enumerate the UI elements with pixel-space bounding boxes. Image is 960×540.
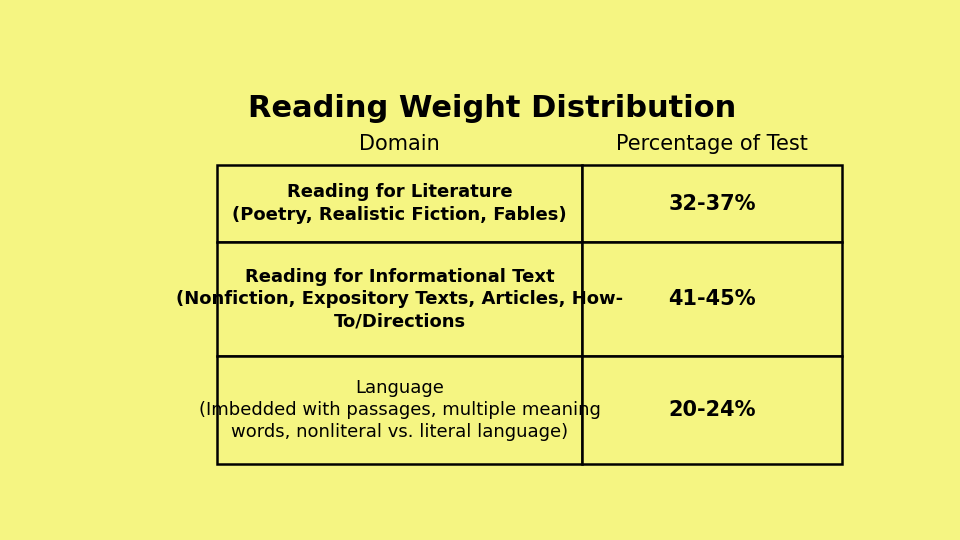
Bar: [217, 356, 583, 464]
Bar: [583, 242, 842, 356]
Text: Reading for Informational Text
(Nonfiction, Expository Texts, Articles, How-
To/: Reading for Informational Text (Nonficti…: [176, 268, 623, 330]
Bar: [583, 165, 842, 242]
Bar: [583, 356, 842, 464]
Text: Reading Weight Distribution: Reading Weight Distribution: [248, 94, 736, 123]
Bar: [217, 165, 583, 242]
Text: 41-45%: 41-45%: [668, 289, 756, 309]
Text: Domain: Domain: [359, 134, 440, 154]
Text: Percentage of Test: Percentage of Test: [616, 134, 808, 154]
Text: Language
(Imbedded with passages, multiple meaning
words, nonliteral vs. literal: Language (Imbedded with passages, multip…: [199, 379, 600, 441]
Text: 20-24%: 20-24%: [668, 400, 756, 420]
Text: 32-37%: 32-37%: [668, 193, 756, 213]
Bar: [217, 242, 583, 356]
Text: Reading for Literature
(Poetry, Realistic Fiction, Fables): Reading for Literature (Poetry, Realisti…: [232, 184, 566, 224]
